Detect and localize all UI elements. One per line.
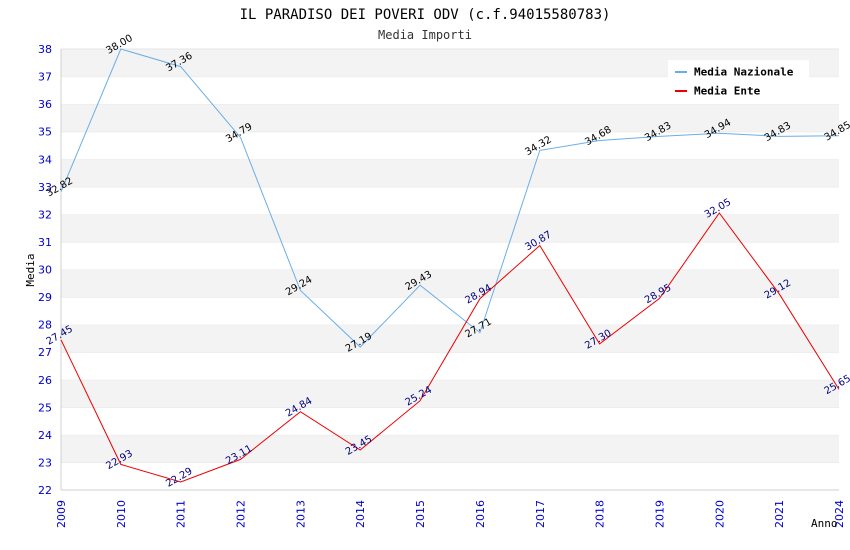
grid-band	[61, 104, 839, 132]
x-tick-label: 2015	[414, 500, 427, 528]
grid-band	[61, 379, 839, 408]
grid-band	[61, 214, 839, 242]
grid-band	[61, 324, 839, 353]
y-tick-label: 27	[38, 346, 52, 359]
legend-item-label: Media Ente	[694, 85, 761, 98]
y-tick-label: 25	[38, 401, 52, 414]
y-tick-label: 36	[38, 98, 52, 111]
x-tick-label: 2017	[534, 500, 547, 528]
y-tick-label: 30	[38, 264, 52, 277]
legend-box	[668, 60, 809, 102]
grid-band	[61, 462, 839, 490]
x-tick-label: 2024	[833, 500, 846, 528]
legend-item-label: Media Nazionale	[694, 66, 794, 79]
y-tick-label: 28	[38, 319, 52, 332]
grid-band	[61, 434, 839, 463]
grid-band	[61, 131, 839, 160]
x-axis-title: Anno	[811, 517, 838, 530]
grid-band	[61, 407, 839, 435]
y-tick-label: 37	[38, 71, 52, 84]
x-axis-ticks: 2009 2010 2011 2012 2013 2014 2015 2016 2017 2018…	[55, 500, 846, 528]
y-tick-label: 38	[38, 43, 52, 56]
x-tick-label: 2012	[235, 500, 248, 528]
y-tick-label: 31	[38, 236, 52, 249]
grid-band	[61, 186, 839, 215]
y-tick-label: 35	[38, 126, 52, 139]
y-tick-label: 22	[38, 484, 52, 497]
y-tick-label: 34	[38, 153, 52, 166]
y-tick-label: 24	[38, 429, 52, 442]
x-tick-label: 2018	[594, 500, 607, 528]
x-tick-label: 2009	[55, 500, 68, 528]
legend: Media Nazionale Media Ente	[668, 60, 809, 102]
series-lines	[60, 48, 840, 483]
y-tick-label: 33	[38, 181, 52, 194]
x-tick-label: 2010	[115, 500, 128, 528]
y-axis-title: Media	[24, 253, 37, 286]
y-tick-label: 29	[38, 291, 52, 304]
y-tick-label: 23	[38, 456, 52, 469]
x-tick-label: 2014	[354, 500, 367, 528]
grid-band	[61, 269, 839, 298]
grid-band	[61, 159, 839, 187]
series-line-media-ente	[60, 212, 840, 483]
x-tick-label: 2013	[294, 500, 307, 528]
grid-band	[61, 241, 839, 270]
x-tick-label: 2011	[175, 500, 188, 528]
x-tick-label: 2021	[773, 500, 786, 528]
y-tick-label: 26	[38, 374, 52, 387]
grid-bands	[60, 48, 839, 491]
x-tick-label: 2016	[474, 500, 487, 528]
grid-band	[61, 297, 839, 325]
grid-band	[61, 352, 839, 380]
y-axis-ticks: 22 23 24 25 26 27 28 29 30 31 32 33 34 35 36 37 38	[38, 43, 52, 497]
chart-title: IL PARADISO DEI POVERI ODV (c.f.94015580…	[240, 7, 611, 23]
chart-subtitle: Media Importi	[378, 28, 472, 42]
x-tick-label: 2020	[713, 500, 726, 528]
y-tick-label: 32	[38, 208, 52, 221]
series-line-media-nazionale	[60, 48, 840, 348]
x-tick-label: 2019	[653, 500, 666, 528]
